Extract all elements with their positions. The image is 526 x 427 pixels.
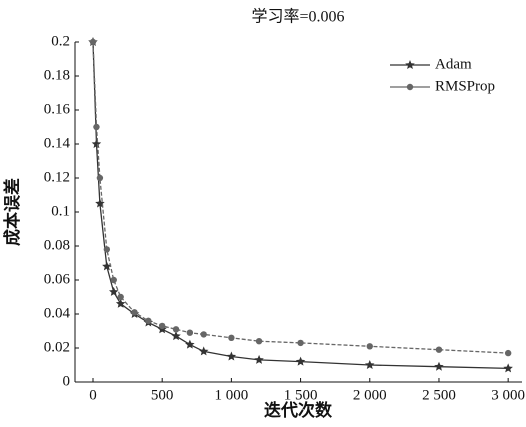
legend-label: Adam [435, 56, 472, 72]
marker [110, 276, 117, 284]
marker [365, 360, 375, 369]
marker [198, 346, 209, 356]
x-tick-label: 3 000 [491, 387, 525, 403]
marker [172, 326, 180, 333]
marker [95, 198, 105, 208]
marker [93, 123, 100, 131]
x-tick-label: 2 000 [353, 387, 387, 403]
marker [158, 322, 166, 330]
y-tick-label: 0.12 [44, 169, 70, 185]
marker [171, 331, 181, 341]
y-tick-label: 0 [63, 373, 71, 389]
x-tick-label: 2 500 [422, 387, 456, 403]
y-tick-label: 0.16 [44, 101, 71, 117]
marker [255, 338, 263, 345]
marker [186, 329, 194, 336]
marker [295, 356, 306, 366]
y-tick-label: 0.08 [44, 237, 70, 253]
marker [109, 286, 119, 296]
x-tick-label: 0 [89, 387, 97, 403]
marker [434, 361, 444, 371]
x-tick-label: 1 500 [284, 387, 318, 403]
y-tick-label: 0.02 [44, 339, 70, 355]
x-axis-label: 迭代次数 [264, 400, 333, 420]
marker [503, 363, 513, 373]
y-tick-label: 0.04 [44, 305, 71, 321]
series-line [92, 41, 509, 354]
marker [115, 298, 126, 308]
x-tick-label: 1 000 [215, 387, 249, 403]
y-axis-label: 成本误差 [2, 178, 22, 246]
y-tick-label: 0.06 [44, 271, 71, 287]
marker [91, 139, 102, 148]
marker [96, 174, 104, 182]
marker [145, 317, 152, 324]
y-tick-label: 0.2 [51, 33, 70, 49]
marker [228, 334, 235, 341]
marker [226, 351, 237, 361]
legend-marker [405, 60, 415, 69]
y-tick-label: 0.14 [44, 135, 71, 151]
chart-title: 学习率=0.006 [251, 8, 344, 26]
y-tick-label: 0.18 [44, 67, 70, 83]
marker [504, 349, 512, 357]
marker [254, 354, 264, 364]
marker [200, 331, 207, 338]
marker [435, 346, 443, 353]
legend-label: RMSProp [435, 78, 495, 94]
marker [102, 261, 112, 271]
marker [297, 339, 304, 347]
marker [89, 38, 97, 46]
marker [366, 343, 373, 350]
legend-marker [406, 83, 414, 91]
x-tick-label: 500 [151, 387, 174, 403]
marker [117, 293, 124, 301]
marker [185, 339, 195, 349]
series-line [92, 41, 509, 370]
marker [103, 246, 111, 253]
marker [131, 309, 138, 316]
y-tick-label: 0.1 [51, 203, 70, 219]
